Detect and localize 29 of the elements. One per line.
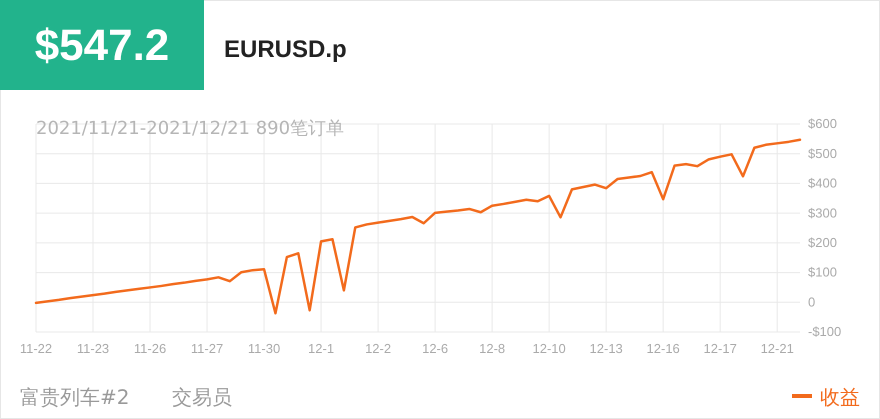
chart-subtitle: 2021/11/21-2021/12/21 890笔订单	[36, 118, 344, 139]
x-tick-label: 11-30	[248, 341, 280, 356]
x-tick-label: 11-23	[76, 341, 110, 356]
x-tick-label: 12-6	[422, 341, 448, 356]
y-tick-label: $500	[808, 146, 837, 161]
x-tick-label: 12-2	[365, 341, 392, 356]
y-tick-label: $200	[808, 235, 837, 250]
legend-label: 收益	[820, 385, 860, 409]
y-tick-label: -$100	[808, 324, 842, 340]
x-tick-label: 11-22	[20, 341, 52, 356]
x-tick-label: 12-16	[646, 341, 680, 356]
x-tick-label: 12-8	[479, 341, 506, 356]
y-tick-label: 0	[808, 294, 816, 310]
x-tick-label: 11-27	[190, 341, 224, 356]
x-tick-label: 12-13	[590, 341, 623, 356]
text: 富贵列车#2	[20, 385, 130, 409]
x-tick-label: 12-1	[308, 341, 334, 356]
y-tick-label: $600	[808, 116, 837, 132]
y-tick-label: $300	[808, 205, 837, 220]
text: 交易员	[172, 385, 232, 409]
line-series	[34, 138, 802, 315]
text: $547.2	[34, 21, 170, 70]
y-tick-label: $400	[808, 176, 837, 191]
x-tick-label: 12-21	[760, 341, 794, 356]
y-tick-label: $100	[808, 264, 837, 280]
x-tick-label: 11-26	[134, 341, 166, 356]
x-tick-label: 12-10	[532, 341, 566, 356]
x-tick-label: 12-17	[704, 341, 737, 356]
chart-title: EURUSD.p	[224, 36, 347, 63]
